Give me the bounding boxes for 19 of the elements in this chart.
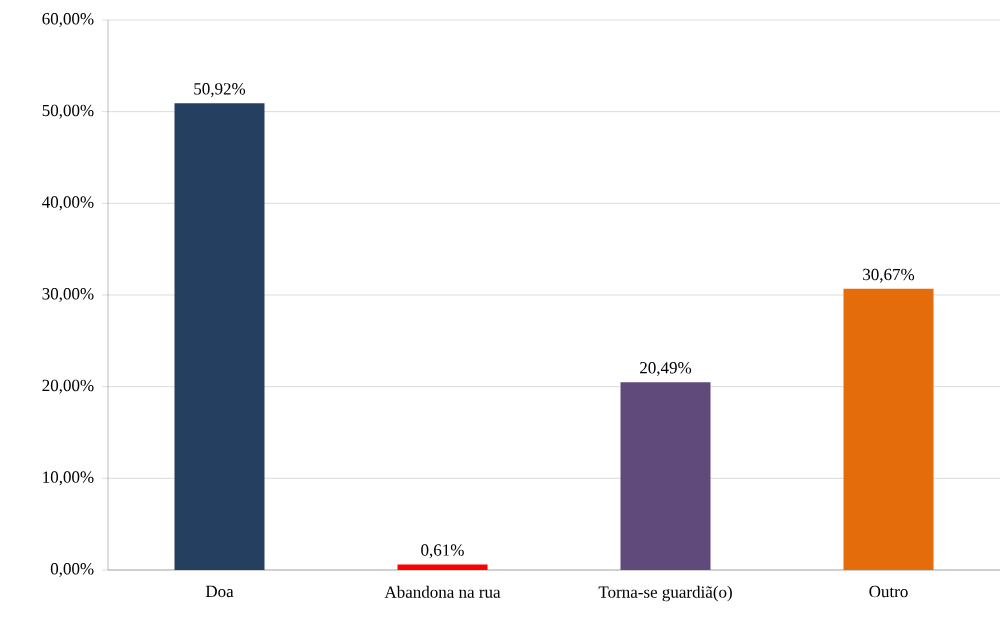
y-tick-label: 50,00% — [42, 104, 94, 119]
y-tick-label: 40,00% — [42, 196, 94, 211]
data-label: 20,49% — [640, 362, 692, 376]
data-label: 50,92% — [194, 83, 246, 98]
y-tick-label: 0,00% — [50, 563, 94, 577]
y-tick-label: 20,00% — [42, 379, 94, 394]
data-label: 30,67% — [863, 268, 915, 283]
bar — [174, 103, 265, 570]
y-tick-label: 60,00% — [42, 13, 94, 27]
bar — [397, 564, 488, 570]
x-tick-label: Torna-se guardiã(o) — [598, 585, 732, 602]
y-tick-label: 10,00% — [43, 471, 94, 486]
bar — [620, 382, 711, 570]
x-tick-label: Outro — [869, 585, 908, 598]
y-tick-label: 30,00% — [42, 288, 94, 302]
data-label: 0,61% — [421, 544, 464, 559]
x-tick-label: Abandona na rua — [384, 585, 501, 598]
bar — [843, 288, 934, 570]
x-tick-label: Doa — [205, 585, 234, 598]
